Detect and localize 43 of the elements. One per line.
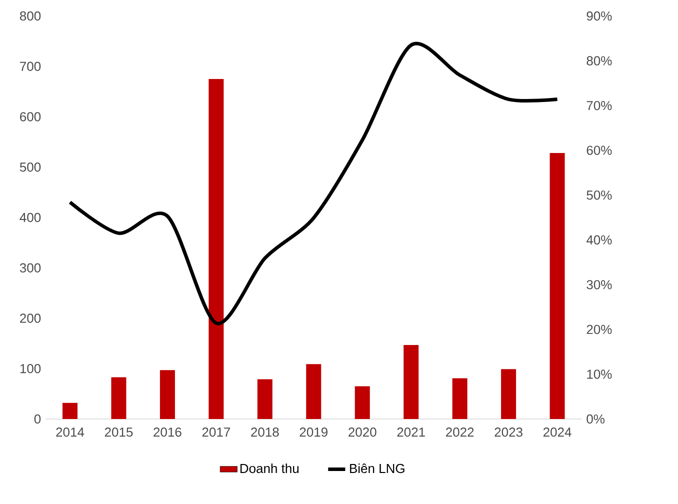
y2-tick-label: 0% <box>586 414 605 424</box>
x-tick-label: 2016 <box>154 428 182 437</box>
y-tick-label: 800 <box>20 11 41 21</box>
bar <box>550 153 565 419</box>
y-tick-label: 0 <box>34 414 41 424</box>
x-tick-label: 2023 <box>494 428 522 437</box>
y-tick-label: 700 <box>20 62 41 71</box>
legend-label: Doanh thu <box>240 464 299 474</box>
bar <box>160 370 175 419</box>
x-tick-label: 2018 <box>251 428 279 437</box>
y2-tick-label: 90% <box>586 11 612 21</box>
bar <box>501 369 516 419</box>
y-tick-label: 500 <box>20 162 41 172</box>
bar <box>62 402 78 419</box>
bar <box>404 344 419 419</box>
bar <box>306 364 322 419</box>
y2-tick-label: 20% <box>586 324 612 334</box>
y2-tick-label: 80% <box>586 56 612 66</box>
bar <box>111 377 126 419</box>
y-tick-label: 400 <box>20 212 41 222</box>
y-tick-label: 600 <box>20 112 41 122</box>
y2-tick-label: 70% <box>586 100 612 110</box>
bar <box>354 386 370 419</box>
x-tick-label: 2024 <box>543 428 572 437</box>
legend-label: Biên LNG <box>350 463 404 474</box>
x-tick-label: 2015 <box>104 428 133 437</box>
y2-tick-label: 40% <box>586 235 612 244</box>
y2-tick-label: 60% <box>586 146 612 155</box>
x-tick-label: 2022 <box>446 428 474 437</box>
bar <box>257 379 272 419</box>
y-tick-label: 200 <box>20 314 41 323</box>
x-tick-label: 2019 <box>300 428 328 437</box>
y2-tick-label: 10% <box>587 370 612 379</box>
y2-tick-label: 30% <box>586 280 612 290</box>
x-tick-label: 2020 <box>348 428 376 437</box>
x-tick-label: 2014 <box>56 428 84 437</box>
y-tick-label: 100 <box>20 364 41 374</box>
y-tick-label: 300 <box>20 263 41 272</box>
x-tick-label: 2021 <box>397 428 425 437</box>
bar <box>452 378 468 419</box>
bar <box>208 78 224 419</box>
y2-tick-label: 50% <box>586 190 612 200</box>
x-tick-label: 2017 <box>202 428 230 437</box>
